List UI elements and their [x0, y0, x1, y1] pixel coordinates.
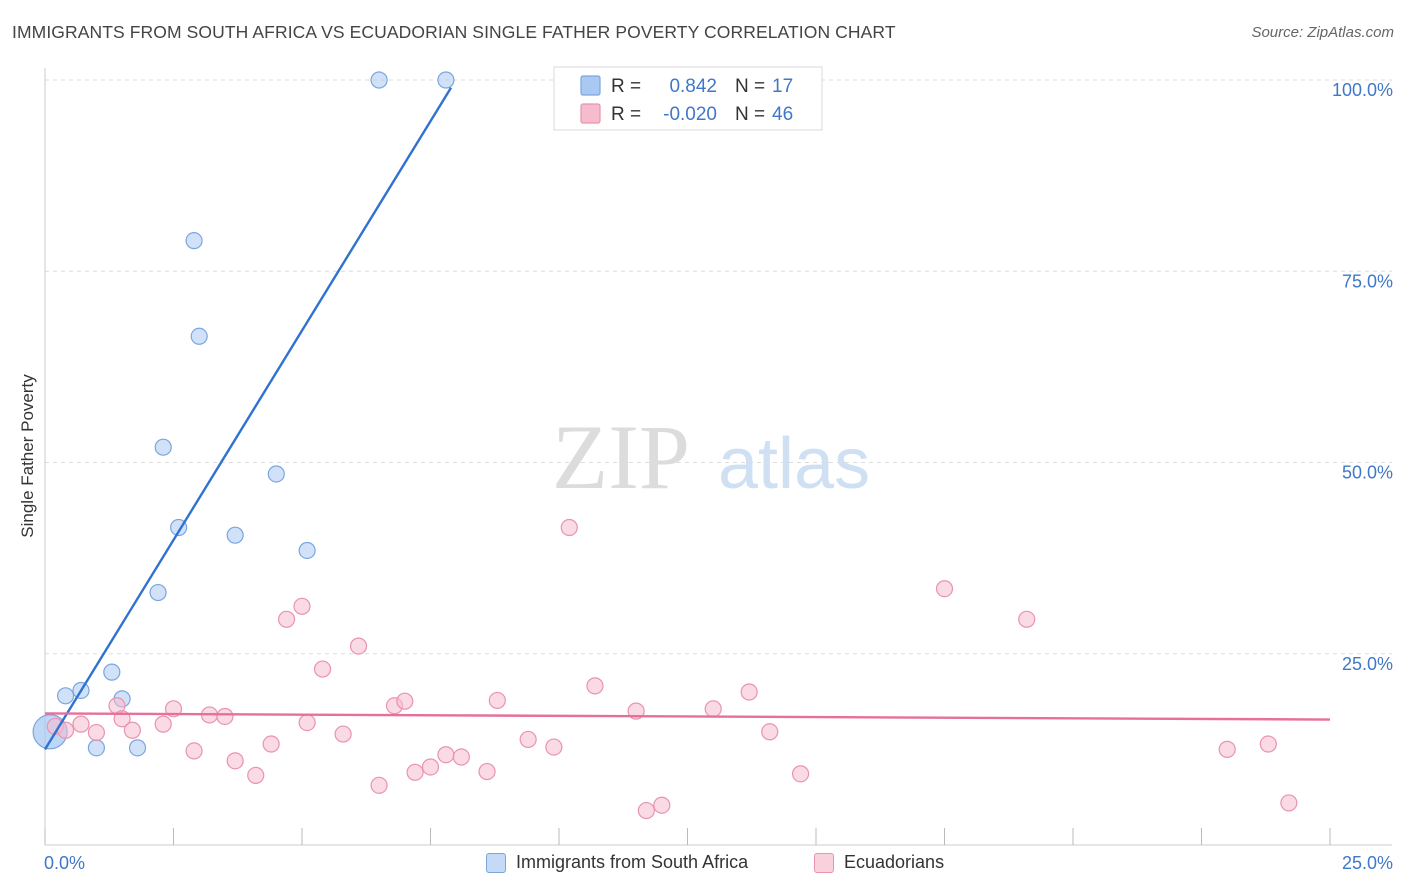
point-ecuadorians [154, 715, 172, 733]
point-ecuadorians [334, 725, 352, 743]
point-ecuadorians [1259, 735, 1277, 753]
point-ecuadorians [87, 723, 106, 742]
point-ecuadorians [478, 762, 496, 781]
point-ecuadorians [437, 746, 455, 764]
point-ecuadorians [488, 691, 506, 710]
point-south-africa [437, 71, 455, 89]
point-ecuadorians [72, 715, 90, 733]
point-ecuadorians [1018, 610, 1036, 628]
legend-label-ecuadorians: Ecuadorians [844, 852, 945, 872]
point-ecuadorians [791, 765, 810, 783]
y-tick-label: 100.0% [1332, 80, 1393, 100]
point-ecuadorians [123, 721, 141, 739]
point-ecuadorians [545, 738, 563, 756]
point-ecuadorians [185, 742, 203, 760]
point-ecuadorians [298, 713, 316, 732]
point-ecuadorians [406, 763, 424, 781]
point-ecuadorians [560, 518, 578, 537]
legend-r-value: -0.020 [663, 104, 717, 125]
legend-r-label: R = [611, 76, 641, 97]
point-south-africa [267, 465, 285, 483]
point-ecuadorians [262, 735, 280, 753]
point-ecuadorians [313, 660, 332, 678]
y-tick-label: 25.0% [1342, 654, 1393, 674]
legend-item-south-africa: Immigrants from South Africa [486, 852, 748, 873]
point-ecuadorians [421, 758, 440, 776]
watermark: ZIP atlas [552, 406, 870, 508]
y-axis-label: Single Father Poverty [18, 374, 37, 538]
point-south-africa [298, 541, 316, 560]
point-ecuadorians [761, 723, 779, 741]
legend-r-label: R = [611, 104, 641, 125]
point-south-africa [370, 71, 388, 89]
legend-r-value: 0.842 [669, 76, 717, 97]
legend-item-ecuadorians: Ecuadorians [814, 852, 944, 873]
point-ecuadorians [396, 692, 414, 710]
legend-n-value: 17 [772, 76, 793, 97]
point-ecuadorians [216, 707, 234, 726]
point-ecuadorians [452, 748, 470, 766]
y-tick-label: 75.0% [1342, 271, 1393, 291]
point-ecuadorians [519, 730, 537, 749]
point-ecuadorians [247, 766, 265, 784]
point-ecuadorians [349, 637, 368, 655]
legend-swatch [580, 75, 601, 96]
point-south-africa [87, 739, 106, 757]
point-ecuadorians [586, 677, 604, 695]
legend-n-label: N = [735, 104, 765, 125]
correlation-legend: R = 0.842 N = 17 R = -0.020 N = 46 [553, 66, 823, 131]
trend-line-ecuadorians [44, 712, 1331, 721]
point-ecuadorians [637, 801, 655, 820]
point-ecuadorians [1218, 740, 1236, 758]
x-tick-label: 25.0% [1342, 853, 1393, 873]
gridlines: 25.0% 50.0% 75.0% 100.0% [45, 79, 1393, 674]
point-ecuadorians [293, 597, 311, 615]
x-tick-label: 0.0% [44, 853, 85, 873]
source-label: Source: ZipAtlas.com [1251, 24, 1394, 41]
point-ecuadorians [653, 796, 671, 814]
point-south-africa [149, 583, 167, 602]
point-ecuadorians [935, 580, 954, 598]
series-legend: Immigrants from South Africa Ecuadorians [0, 852, 1406, 878]
legend-swatch [580, 103, 601, 124]
point-ecuadorians [277, 610, 296, 628]
point-south-africa [190, 327, 208, 345]
point-ecuadorians [1280, 794, 1298, 812]
legend-n-label: N = [735, 76, 765, 97]
point-south-africa [103, 663, 121, 681]
point-south-africa [128, 739, 147, 757]
point-ecuadorians [704, 700, 722, 718]
y-tick-label: 50.0% [1342, 463, 1393, 483]
point-south-africa [226, 526, 244, 544]
axes: 0.0% 25.0% [44, 68, 1393, 873]
point-south-africa [185, 232, 203, 250]
trend-line-south-africa [43, 87, 453, 751]
watermark-atlas: atlas [718, 424, 870, 504]
point-ecuadorians [370, 776, 388, 794]
legend-swatch-blue [486, 852, 506, 873]
watermark-zip: ZIP [552, 406, 690, 508]
point-south-africa [154, 438, 172, 456]
point-south-africa [56, 687, 75, 705]
legend-n-value: 46 [772, 104, 793, 125]
point-ecuadorians [740, 683, 758, 701]
legend-label-south-africa: Immigrants from South Africa [516, 852, 749, 872]
point-ecuadorians [226, 752, 244, 770]
legend-swatch-pink [814, 852, 834, 873]
trend-lines [43, 87, 1331, 751]
chart-title: IMMIGRANTS FROM SOUTH AFRICA VS ECUADORI… [12, 22, 896, 42]
